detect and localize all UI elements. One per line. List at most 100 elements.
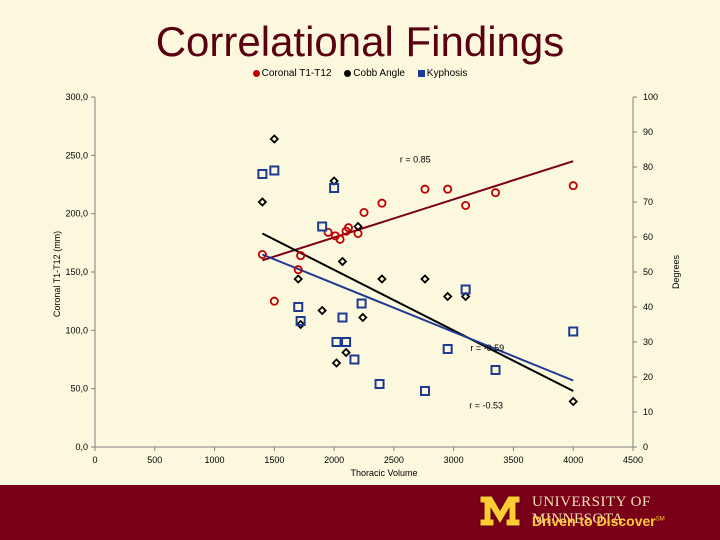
trendline-coronal-t1-t12	[262, 160, 574, 262]
legend-swatch-coronal	[252, 70, 260, 77]
y-right-axis-title: Degrees	[671, 254, 681, 289]
point-coronal-t1-t12	[568, 181, 578, 191]
point-kyphosis	[349, 354, 360, 365]
y-right-tick-label: 100	[643, 92, 658, 102]
point-kyphosis	[356, 298, 367, 309]
axes-group	[91, 96, 637, 451]
point-coronal-t1-t12	[443, 184, 453, 194]
point-kyphosis	[374, 379, 385, 389]
point-cobb-angle	[337, 256, 348, 267]
point-cobb-angle	[293, 274, 304, 284]
point-cobb-angle	[295, 319, 306, 330]
annotation-coronal-t1-t12: r = 0.85	[400, 154, 431, 164]
legend-label-cobb: Cobb Angle	[353, 68, 405, 79]
point-coronal-t1-t12	[296, 251, 306, 261]
slide-background	[0, 0, 720, 485]
point-kyphosis	[337, 312, 348, 323]
x-tick-label: 500	[147, 455, 162, 465]
point-cobb-angle	[460, 291, 471, 302]
point-coronal-t1-t12	[420, 184, 430, 194]
footer-bar	[0, 485, 720, 540]
x-tick-label: 2000	[324, 455, 344, 465]
tagline-text: Driven to Discover	[532, 513, 656, 529]
point-cobb-angle	[353, 221, 363, 232]
point-cobb-angle	[269, 134, 280, 144]
annotation-cobb-angle: r = -0.53	[469, 401, 503, 411]
point-cobb-angle	[377, 274, 387, 284]
x-tick-label: 1500	[264, 455, 284, 465]
y-right-tick-label: 0	[643, 442, 648, 452]
point-coronal-t1-t12	[323, 227, 333, 237]
point-coronal-t1-t12	[359, 207, 369, 217]
slide-title: Correlational Findings	[155, 18, 565, 65]
chart-legend: Coronal T1-T12 Cobb Angle Kyphosis	[0, 68, 720, 80]
point-kyphosis	[341, 337, 352, 347]
y-right-tick-label: 70	[643, 197, 653, 207]
point-cobb-angle	[442, 291, 453, 302]
trendlines-group	[261, 160, 574, 392]
point-coronal-t1-t12	[257, 249, 267, 259]
x-tick-label: 1000	[205, 455, 225, 465]
annotation-kyphosis: r = -0.59	[470, 343, 504, 353]
trendline-cobb-angle	[261, 232, 574, 392]
point-coronal-t1-t12	[269, 296, 279, 306]
y-left-tick-label: 200,0	[65, 209, 88, 219]
y-left-tick-label: 150,0	[65, 267, 88, 277]
point-cobb-angle	[257, 197, 268, 207]
university-name: UNIVERSITY OF MINNESOTA	[532, 494, 651, 527]
point-kyphosis	[269, 165, 280, 176]
y-left-tick-label: 300,0	[65, 92, 88, 102]
legend-swatch-kyphosis	[417, 70, 425, 77]
x-tick-label: 0	[92, 455, 97, 465]
x-tick-label: 4500	[623, 455, 643, 465]
point-cobb-angle	[331, 358, 342, 368]
point-kyphosis	[460, 284, 471, 295]
point-kyphosis	[293, 302, 304, 312]
trendline-kyphosis	[262, 253, 574, 382]
x-tick-label: 3500	[503, 455, 523, 465]
point-coronal-t1-t12	[293, 265, 303, 275]
x-tick-label: 4000	[563, 455, 583, 465]
point-coronal-t1-t12	[491, 188, 501, 198]
point-kyphosis	[329, 183, 340, 193]
y-left-tick-label: 0,0	[75, 442, 88, 452]
point-coronal-t1-t12	[377, 198, 387, 208]
point-coronal-t1-t12	[343, 223, 353, 233]
y-left-tick-label: 250,0	[65, 150, 88, 160]
y-right-tick-label: 90	[643, 127, 653, 137]
point-cobb-angle	[317, 305, 327, 316]
point-kyphosis	[419, 386, 430, 396]
legend-item-coronal: Coronal T1-T12	[252, 68, 332, 79]
y-right-tick-label: 60	[643, 232, 653, 242]
tagline: Driven to DiscoverSM	[532, 513, 665, 529]
markers-group	[257, 134, 579, 407]
y-left-tick-label: 100,0	[65, 325, 88, 335]
university-m-logo	[479, 495, 521, 527]
point-cobb-angle	[358, 312, 368, 323]
y-right-tick-label: 20	[643, 372, 653, 382]
point-kyphosis	[295, 316, 306, 326]
tagline-mark: SM	[655, 516, 665, 523]
point-kyphosis	[442, 344, 453, 354]
y-left-axis-title: Coronal T1-T12 (mm)	[52, 231, 62, 317]
legend-label-kyphosis: Kyphosis	[426, 68, 468, 79]
y-right-tick-label: 10	[643, 407, 653, 417]
point-kyphosis	[257, 169, 268, 179]
x-axis-title: Thoracic Volume	[350, 468, 417, 478]
point-coronal-t1-t12	[335, 234, 345, 244]
y-right-tick-label: 80	[643, 162, 653, 172]
point-cobb-angle	[341, 347, 351, 358]
y-right-tick-label: 40	[643, 302, 653, 312]
y-right-tick-label: 50	[643, 267, 653, 277]
y-left-tick-label: 50,0	[70, 384, 88, 394]
point-cobb-angle	[568, 396, 578, 407]
point-kyphosis	[331, 337, 342, 347]
x-tick-label: 3000	[444, 455, 464, 465]
y-right-tick-label: 30	[643, 337, 653, 347]
point-cobb-angle	[420, 274, 430, 284]
legend-item-cobb: Cobb Angle	[344, 68, 405, 79]
legend-label-coronal: Coronal T1-T12	[261, 68, 332, 79]
point-coronal-t1-t12	[461, 200, 471, 210]
legend-item-kyphosis: Kyphosis	[417, 68, 468, 79]
scatter-chart: 0 500 1000 1500 2000 2500 3000 3500 4000 45000,05…	[52, 92, 681, 478]
